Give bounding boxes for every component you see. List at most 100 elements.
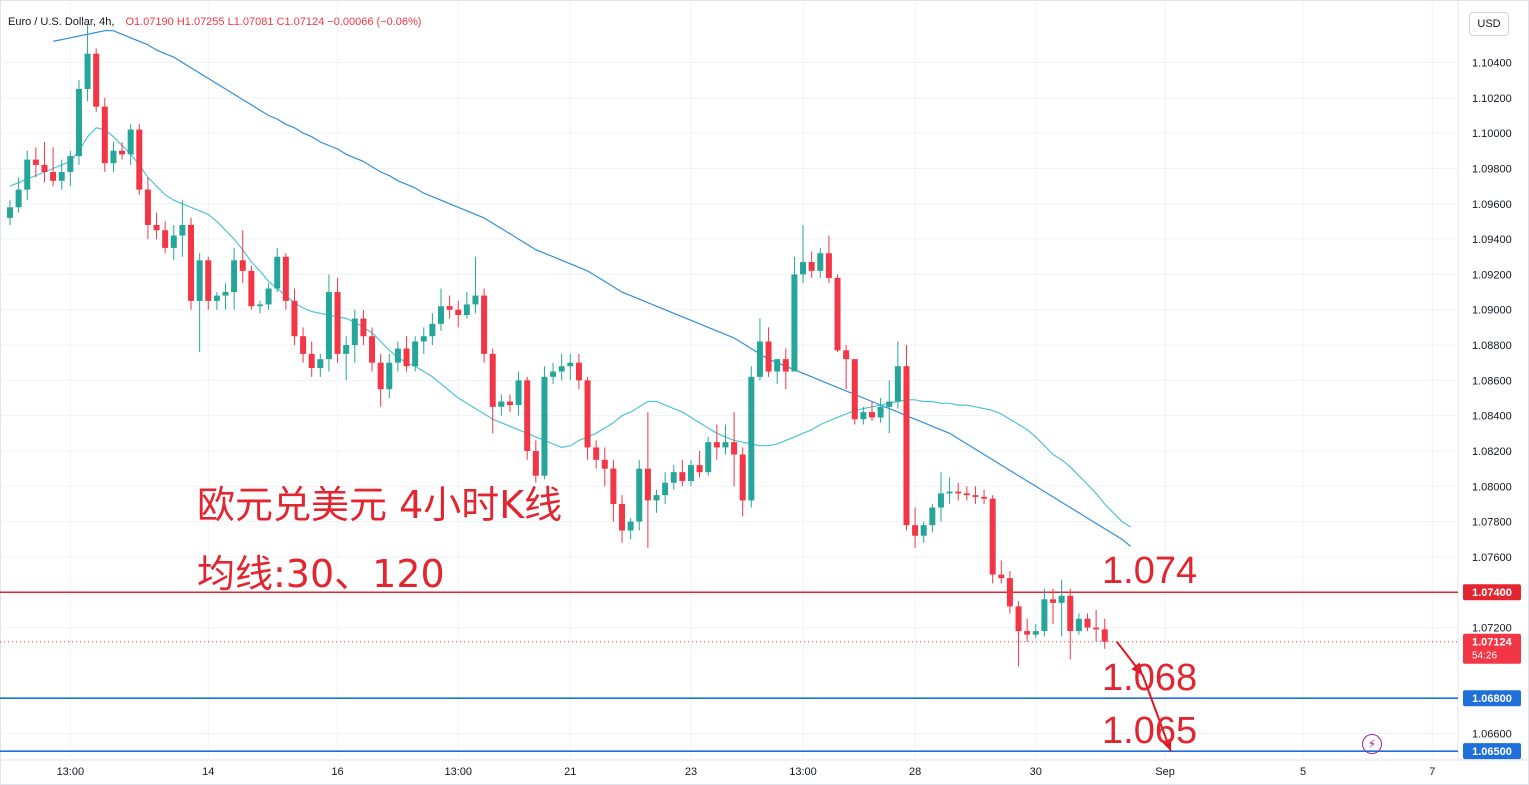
candle-body: [213, 295, 220, 301]
x-tick-label: 13:00: [789, 766, 817, 778]
candle-body: [532, 450, 539, 476]
candle-body: [455, 309, 462, 316]
y-tick-label: 1.08000: [1472, 481, 1512, 493]
candle-body: [300, 336, 307, 354]
candle-body: [825, 253, 832, 278]
candle-body: [1050, 599, 1057, 603]
candle-body: [636, 468, 643, 522]
candle-body: [256, 304, 263, 307]
x-tick-label: 28: [909, 766, 921, 778]
candle-body: [308, 353, 315, 368]
candle-body: [188, 224, 195, 301]
candle-body: [800, 262, 807, 275]
candle-body: [679, 472, 686, 482]
candle-body: [782, 359, 789, 372]
candle-body: [162, 230, 169, 248]
price-tag-bg: [1463, 690, 1521, 707]
x-tick-label: 16: [331, 766, 343, 778]
candle-body: [869, 412, 875, 418]
candle-body: [774, 359, 781, 372]
candle-body: [429, 323, 436, 337]
candle-body: [127, 129, 134, 155]
price-tag-text: 1.06500: [1472, 746, 1512, 758]
candle-body: [438, 306, 444, 324]
price-levels: [0, 591, 1458, 752]
candle-body: [894, 366, 901, 402]
current-price-tag-bg: [1463, 633, 1521, 664]
price-tag-bg: [1463, 743, 1521, 760]
candle-body: [360, 318, 367, 337]
ma120-line: [52, 30, 1131, 547]
candle-body: [834, 277, 841, 351]
price-tag-bg: [1463, 584, 1521, 601]
candle-body: [50, 171, 57, 181]
candle-body: [24, 159, 31, 190]
candle-body: [765, 341, 772, 372]
currency-button[interactable]: USD: [1469, 12, 1509, 36]
candle-body: [722, 442, 729, 448]
candle-body: [248, 270, 255, 307]
candle-body: [119, 150, 126, 155]
y-tick-label: 1.10000: [1472, 128, 1512, 140]
candle-body: [463, 304, 470, 316]
candle-body: [937, 493, 944, 508]
arrow-head-end: [1161, 738, 1172, 752]
x-axis: 13:00 14 16 13:00 21 23 13:00 28 30 Sep 5 7: [57, 766, 1436, 778]
candle-body: [386, 362, 393, 390]
candle-body: [1015, 606, 1022, 632]
candle-body: [15, 189, 22, 208]
candle-body: [946, 491, 953, 494]
candle-body: [110, 150, 117, 164]
candle-body: [1024, 631, 1031, 635]
candle-body: [136, 129, 143, 190]
candle-body: [7, 207, 13, 218]
candle-body: [1093, 627, 1100, 630]
candle-body: [903, 366, 910, 526]
candle-body: [515, 380, 522, 406]
y-tick-label: 1.08800: [1472, 340, 1512, 352]
candle-body: [955, 491, 962, 494]
candle-body: [584, 380, 591, 448]
candle-body: [75, 88, 82, 157]
candle-body: [317, 359, 324, 368]
x-tick-label: 5: [1300, 766, 1306, 778]
current-price-value: 1.07124: [1472, 637, 1513, 649]
grid: [0, 0, 1458, 760]
candle-body: [481, 295, 488, 354]
candle-body: [886, 401, 893, 407]
symbol-header[interactable]: Euro / U.S. Dollar, 4h, O1.07190 H1.0725…: [8, 16, 421, 28]
ohlc-values: O1.07190 H1.07255 L1.07081 C1.07124 −0.0…: [125, 16, 422, 28]
lightning-icon[interactable]: ⚡: [1362, 734, 1382, 754]
forecast-arrow-line: [1115, 641, 1172, 752]
price-tags: 1.07400 1.06800 1.06500 1.07124 54:26: [1463, 584, 1521, 760]
chart-annotation-subtitle: 均线:30、120: [197, 552, 445, 596]
candle-body: [196, 260, 203, 301]
candle-body: [351, 318, 358, 346]
candle-body: [93, 53, 100, 107]
y-tick-label: 1.10200: [1472, 93, 1512, 105]
candle-body: [662, 482, 669, 496]
y-tick-label: 1.08600: [1472, 375, 1512, 387]
candle-body: [550, 371, 557, 377]
y-tick-label: 1.08400: [1472, 411, 1512, 423]
candle-body: [541, 376, 548, 476]
candle-body: [610, 468, 617, 504]
candle-body: [179, 224, 186, 236]
candle-body: [619, 503, 626, 531]
candle-body: [506, 401, 513, 406]
candle-body: [851, 359, 858, 420]
y-tick-label: 1.09200: [1472, 269, 1512, 281]
candle-body: [369, 336, 376, 363]
candle-body: [403, 348, 410, 367]
candle-body: [567, 362, 574, 367]
candle-body: [524, 380, 531, 451]
candle-body: [1067, 595, 1074, 632]
candle-body: [144, 189, 151, 225]
moving-averages: [9, 30, 1131, 547]
candle-body: [394, 348, 401, 363]
candle-body: [472, 295, 479, 305]
candle-body: [998, 574, 1005, 579]
chart-annotation-title: 欧元兑美元 4小时K线: [197, 483, 563, 527]
